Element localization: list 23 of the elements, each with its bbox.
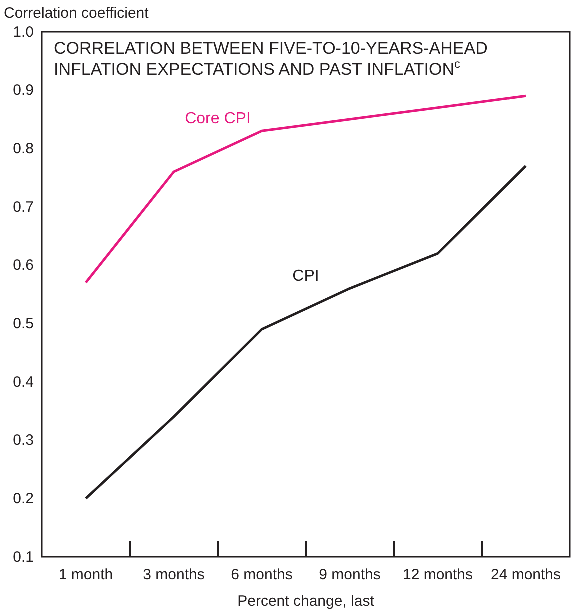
x-tick-label: 12 months [402,566,474,584]
x-tick-label: 24 months [490,566,562,584]
x-tick-label: 1 month [58,566,114,584]
y-tick-label: 0.3 [13,432,34,450]
y-tick-label: 0.5 [13,315,34,332]
y-tick-label: 0.9 [13,82,34,100]
x-tick-label: 9 months [319,566,381,584]
y-tick-label: 0.2 [13,490,34,508]
y-tick-label: 1.0 [13,24,34,41]
y-tick-label: 0.8 [13,140,34,158]
y-tick-label: 0.4 [13,374,34,391]
line-series [84,94,528,284]
y-tick-label: 0.6 [13,257,34,274]
y-tick-label: 0.1 [13,548,34,566]
y-tick-label: 0.7 [13,198,34,216]
x-tick-label: 3 months [143,566,205,584]
y-axis-title: Correlation coefficient [4,5,150,22]
series-label: Core CPI [185,110,251,128]
line-series [84,164,528,500]
series-label: CPI [292,268,320,286]
x-axis-title: Percent change, last [238,593,376,610]
text: CORRELATION BETWEEN FIVE-TO-10-YEARS-AHEAD INFLATION EXPECTATIONS AND PAST INFLATION$^{c}$ [54,39,488,79]
x-tick-label: 6 months [231,566,293,584]
